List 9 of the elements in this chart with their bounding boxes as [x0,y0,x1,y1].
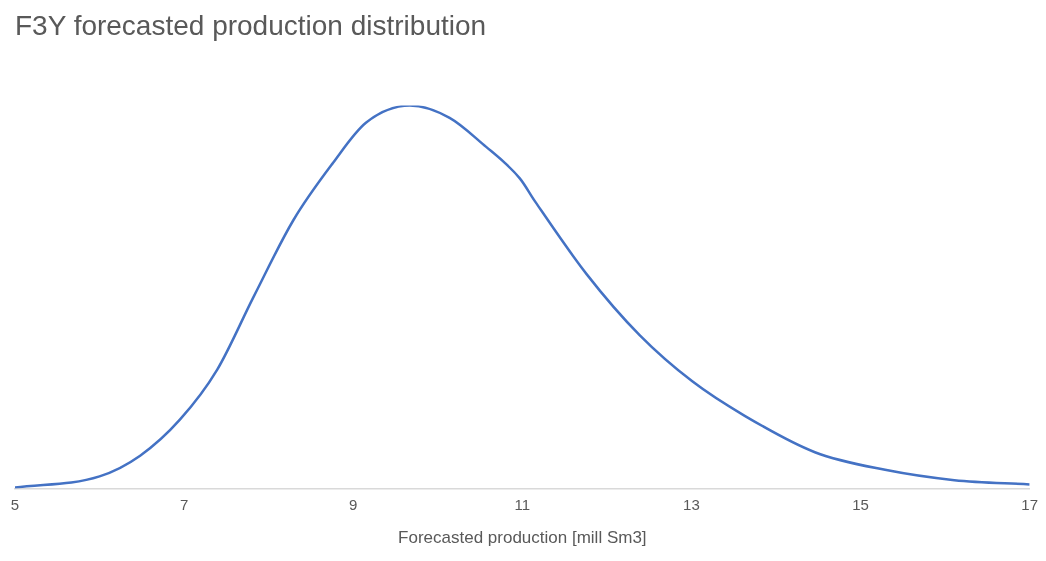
x-tick-label: 17 [1021,495,1038,513]
x-axis-title: Forecasted production [mill Sm3] [398,528,647,548]
x-tick-label: 13 [683,495,700,513]
chart-title: F3Y forecasted production distribution [15,9,487,41]
x-tick-label: 7 [179,495,189,513]
x-tick-label: 5 [10,495,20,513]
x-tick-label: 15 [852,495,869,513]
x-tick-label: 9 [349,495,358,513]
x-tick-label: 11 [514,495,531,513]
